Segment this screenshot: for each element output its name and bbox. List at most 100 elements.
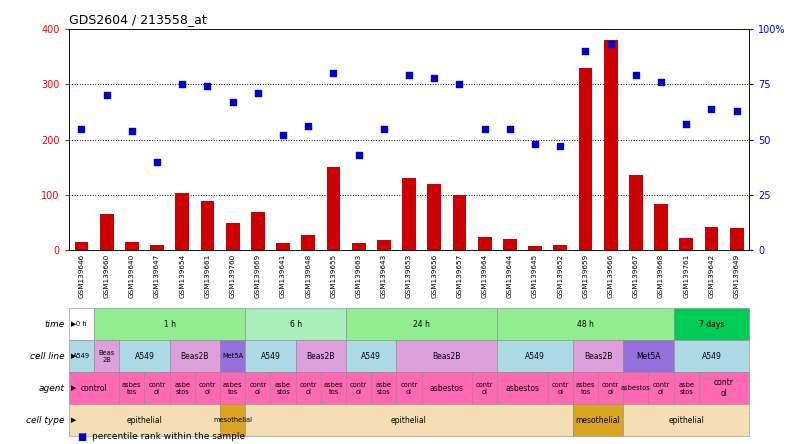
Bar (326, 167, 340, 250)
Text: GSM139664: GSM139664 (482, 253, 488, 297)
Text: ■: ■ (77, 432, 86, 442)
Bar (578, 67, 592, 250)
Text: agent: agent (39, 384, 65, 392)
Text: GSM139643: GSM139643 (381, 253, 387, 297)
Point (226, 99, 239, 106)
Point (151, 158, 164, 165)
Point (377, 125, 390, 132)
Bar (629, 174, 643, 250)
Bar (453, 195, 467, 250)
Text: GSM139660: GSM139660 (104, 253, 109, 297)
Bar (705, 227, 718, 250)
Text: contr
ol: contr ol (476, 381, 493, 395)
Text: mesothelial: mesothelial (213, 417, 252, 423)
Text: 0 h: 0 h (76, 321, 87, 327)
Bar (251, 212, 265, 250)
Text: epithelial: epithelial (668, 416, 704, 424)
Text: GSM139645: GSM139645 (532, 253, 538, 297)
Text: time: time (45, 320, 65, 329)
Text: GSM139654: GSM139654 (179, 253, 185, 297)
Text: GSM139659: GSM139659 (582, 253, 588, 297)
Bar (528, 246, 542, 250)
Text: GSM139644: GSM139644 (507, 253, 513, 297)
Text: GSM139661: GSM139661 (204, 253, 211, 297)
Bar (478, 237, 492, 250)
Text: contr
ol: contr ol (300, 381, 317, 395)
Text: asbes
tos: asbes tos (324, 381, 343, 395)
Text: contr
ol: contr ol (652, 381, 670, 395)
Point (654, 79, 667, 86)
Bar (125, 242, 139, 250)
Point (403, 72, 416, 79)
Point (276, 132, 289, 139)
Text: contr
ol: contr ol (148, 381, 166, 395)
Text: asbestos: asbestos (505, 384, 539, 392)
Text: control: control (81, 384, 108, 392)
Bar (730, 228, 744, 250)
Bar (226, 223, 240, 250)
Text: GSM139669: GSM139669 (255, 253, 261, 297)
Text: contr
ol: contr ol (198, 381, 216, 395)
Text: Beas2B: Beas2B (181, 352, 209, 361)
Text: GSM139640: GSM139640 (129, 253, 134, 297)
Point (428, 74, 441, 81)
Text: ▶: ▶ (71, 385, 77, 391)
Text: GSM139652: GSM139652 (557, 253, 563, 297)
Bar (276, 243, 290, 250)
Bar (553, 245, 567, 250)
Text: contr
ol: contr ol (400, 381, 418, 395)
Text: ▶: ▶ (71, 321, 77, 327)
Text: A549: A549 (361, 352, 382, 361)
Text: Met5A: Met5A (636, 352, 661, 361)
Text: asbe
stos: asbe stos (678, 381, 694, 395)
Text: GSM139648: GSM139648 (305, 253, 311, 297)
Text: mesothelial: mesothelial (576, 416, 620, 424)
Text: GSM139666: GSM139666 (608, 253, 614, 297)
Text: Beas2B: Beas2B (307, 352, 335, 361)
Bar (402, 178, 416, 250)
Text: asbestos: asbestos (430, 384, 464, 392)
Bar (100, 214, 113, 250)
Point (730, 107, 743, 115)
Point (126, 127, 139, 135)
Point (503, 125, 516, 132)
Point (705, 105, 718, 112)
Text: 7 days: 7 days (699, 320, 724, 329)
Point (352, 151, 365, 159)
Point (680, 121, 693, 128)
Bar (301, 235, 315, 250)
Text: Beas
2B: Beas 2B (99, 349, 115, 363)
Text: 48 h: 48 h (577, 320, 594, 329)
Text: A549: A549 (261, 352, 280, 361)
Text: A549: A549 (525, 352, 545, 361)
Text: contr
ol: contr ol (350, 381, 368, 395)
Point (201, 83, 214, 90)
Point (453, 81, 466, 88)
Text: GSM139656: GSM139656 (431, 253, 437, 297)
Point (629, 72, 642, 79)
Text: GSM139667: GSM139667 (633, 253, 639, 297)
Bar (428, 184, 441, 250)
Bar (654, 204, 668, 250)
Text: GSM139646: GSM139646 (79, 253, 84, 297)
Text: GSM139655: GSM139655 (330, 253, 336, 297)
Text: ▶: ▶ (71, 353, 77, 359)
Bar (680, 238, 693, 250)
Text: asbes
tos: asbes tos (122, 381, 142, 395)
Text: GSM139668: GSM139668 (658, 253, 664, 297)
Text: asbe
stos: asbe stos (376, 381, 392, 395)
Bar (150, 245, 164, 250)
Point (604, 41, 617, 48)
Point (327, 70, 340, 77)
Text: GSM139657: GSM139657 (457, 253, 463, 297)
Text: cell line: cell line (30, 352, 65, 361)
Text: cell type: cell type (26, 416, 65, 424)
Text: 1 h: 1 h (164, 320, 176, 329)
Text: contr
ol: contr ol (552, 381, 569, 395)
Point (478, 125, 491, 132)
Text: contr
ol: contr ol (249, 381, 266, 395)
Bar (201, 201, 215, 250)
Bar (352, 243, 365, 250)
Point (75, 125, 88, 132)
Text: asbes
tos: asbes tos (576, 381, 595, 395)
